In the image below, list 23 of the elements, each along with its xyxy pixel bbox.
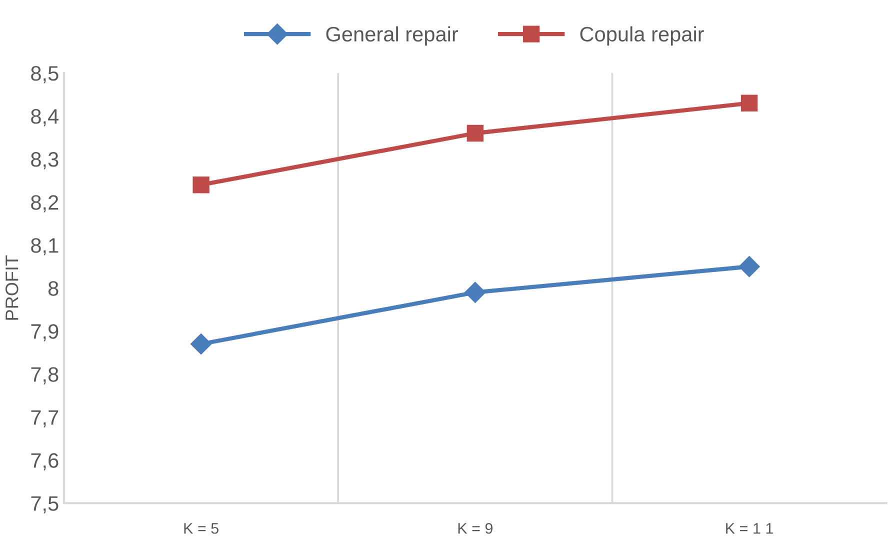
x-tick-label: K = 9 <box>458 522 492 534</box>
legend-label: Copula repair <box>580 26 704 46</box>
point <box>740 94 758 112</box>
point <box>466 124 484 142</box>
point <box>190 333 212 355</box>
x-tick-label: K = 1 1 <box>726 523 773 534</box>
y-tick-label: 7,8 <box>31 367 58 384</box>
y-axis-title: PROFIT <box>6 255 18 320</box>
legend-label: General repair <box>326 26 458 46</box>
y-tick-label: 7,9 <box>31 324 58 342</box>
x-tick-label: K = 5 <box>184 523 218 534</box>
y-tick-label: 8,4 <box>31 109 59 126</box>
y-tick-label: 7,6 <box>31 453 58 470</box>
point <box>192 176 210 194</box>
point <box>464 282 486 303</box>
y-tick-label: 7,7 <box>31 410 58 428</box>
point <box>738 256 760 278</box>
y-tick-label: 8 <box>48 281 58 296</box>
y-tick-label: 8,2 <box>31 195 58 212</box>
y-tick-label: 8,1 <box>31 238 58 256</box>
y-tick-label: 8,3 <box>31 152 58 170</box>
y-tick-label: 8,5 <box>31 66 58 84</box>
y-tick-label: 7,5 <box>31 496 58 514</box>
